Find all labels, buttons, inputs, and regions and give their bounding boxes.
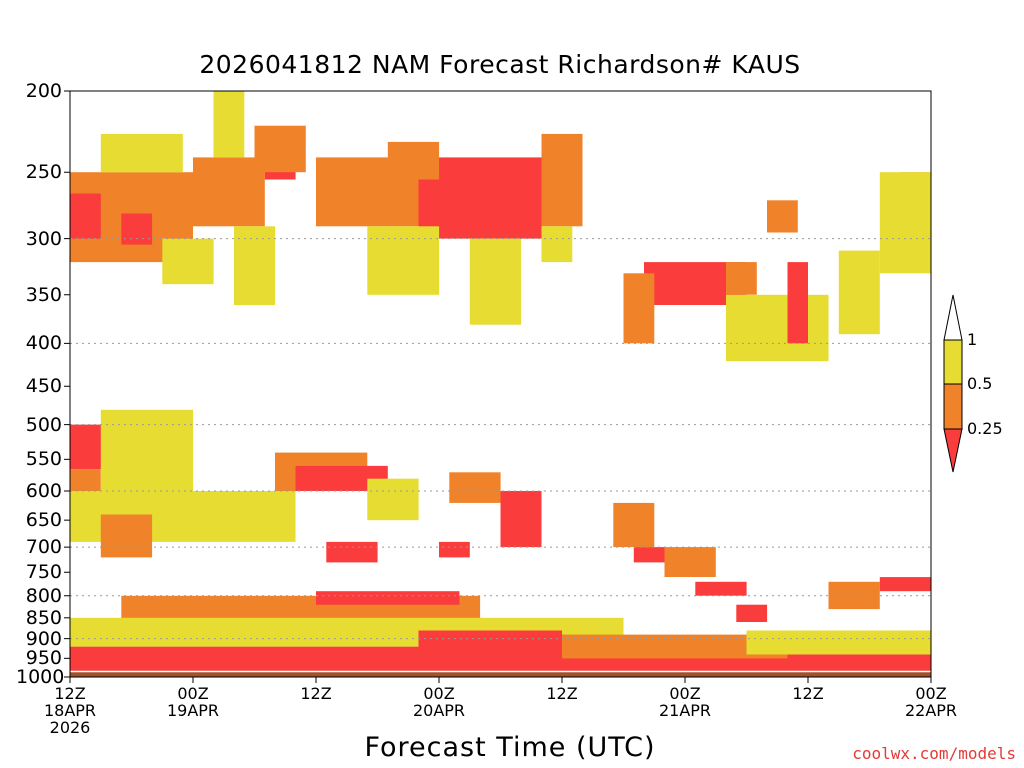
colorbar-top-arrow <box>943 294 963 341</box>
ri-cell-block <box>695 581 747 596</box>
source-credit: coolwx.com/models <box>852 744 1016 763</box>
ri-cell-block <box>162 238 214 285</box>
ri-cell-block <box>746 630 931 655</box>
ri-cell-block <box>664 547 716 577</box>
y-tick-label: 750 <box>25 561 62 584</box>
y-tick-label: 1000 <box>16 666 65 688</box>
y-tick-label: 600 <box>25 480 62 502</box>
ri-cell-block <box>449 472 501 503</box>
y-tick-label: 950 <box>25 647 62 670</box>
ri-cell-block <box>623 273 655 344</box>
ri-cell-block <box>613 502 655 548</box>
colorbar-label: 0.25 <box>967 419 1003 438</box>
y-tick-label: 900 <box>25 627 62 650</box>
y-tick-label: 850 <box>25 606 62 629</box>
x-tick-label: 12Z <box>546 684 578 703</box>
ri-cell-block <box>121 213 153 245</box>
ri-cell-block <box>100 409 194 498</box>
ri-cell-block <box>469 238 522 325</box>
x-tick-label: 12Z <box>300 684 332 703</box>
y-tick-label: 350 <box>25 283 62 306</box>
y-tick-label: 650 <box>25 509 62 532</box>
ground-fill <box>70 671 931 677</box>
ri-cell-block <box>367 478 419 521</box>
y-tick-label: 700 <box>25 536 62 559</box>
ri-cell-block <box>100 514 153 558</box>
x-tick-label: 12Z 18APR 2026 <box>43 684 97 737</box>
colorbar-label: 1 <box>967 330 978 349</box>
ri-cell-block <box>193 157 265 227</box>
ri-cell-block <box>326 541 378 563</box>
ri-cell-block <box>387 141 440 180</box>
ri-cell-block <box>726 294 829 362</box>
ri-cell-block <box>828 581 880 610</box>
ri-cell-block <box>633 547 665 563</box>
ri-cell-block <box>562 634 788 659</box>
ri-cell-block <box>254 125 306 173</box>
colorbar-bottom-arrow <box>943 428 963 473</box>
ri-cell-block <box>767 200 798 233</box>
ri-cell-block <box>500 491 542 548</box>
y-tick-label: 550 <box>25 448 62 471</box>
x-tick-label: 00Z 19APR <box>166 684 220 720</box>
ri-cell-block <box>367 226 440 295</box>
y-tick-label: 200 <box>25 80 62 102</box>
ri-cell-block <box>213 91 245 158</box>
x-tick-label: 00Z 20APR <box>412 684 466 720</box>
ri-cell-block <box>879 172 932 274</box>
y-tick-label: 400 <box>25 332 62 355</box>
ri-cell-block <box>541 133 583 227</box>
x-tick-label: 00Z 22APR <box>904 684 958 720</box>
ri-cell-block <box>879 577 932 592</box>
x-tick-label: 12Z <box>792 684 824 703</box>
plot-frame <box>69 90 932 678</box>
ri-cell-block <box>787 262 808 344</box>
ri-cell-block <box>70 193 101 239</box>
colorbar-bin <box>943 339 963 385</box>
y-tick-label: 800 <box>25 584 62 607</box>
x-axis-label: Forecast Time (UTC) <box>364 732 656 763</box>
x-tick-label: 00Z 21APR <box>658 684 712 720</box>
y-tick-label: 300 <box>25 227 62 250</box>
ri-cell-block <box>439 541 470 558</box>
chart-title: 2026041812 NAM Forecast Richardson# KAUS <box>199 50 801 79</box>
y-tick-label: 250 <box>25 161 62 184</box>
y-tick-label: 500 <box>25 413 62 436</box>
ri-cell-block <box>736 604 768 622</box>
ri-cell-block <box>100 133 183 173</box>
ri-cell-block <box>418 630 562 663</box>
ri-cell-block <box>541 226 573 263</box>
ri-cell-block <box>234 226 275 305</box>
colorbar-label: 0.5 <box>967 374 993 393</box>
y-tick-label: 450 <box>25 375 62 398</box>
ri-cell-block <box>726 262 757 295</box>
ri-cell-block <box>838 250 880 335</box>
colorbar-bin <box>943 383 963 430</box>
ri-cell-block <box>316 591 460 605</box>
